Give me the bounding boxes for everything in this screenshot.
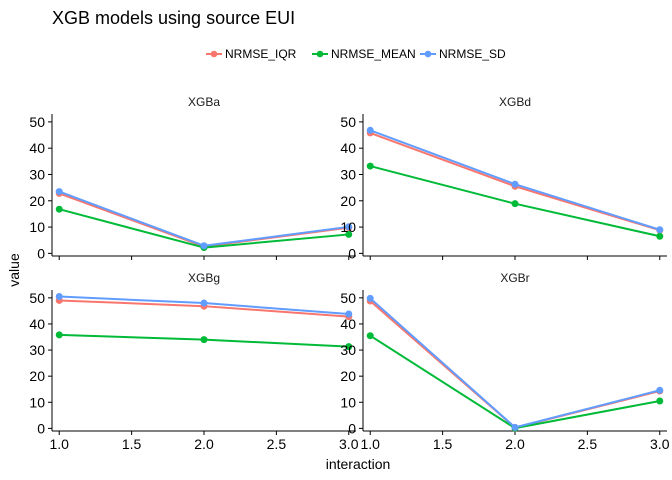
- chart-title: XGB models using source EUI: [52, 8, 295, 28]
- legend-item-nrmse-sd: NRMSE_SD: [420, 47, 506, 61]
- panel-xgbr: XGBr 0 10 20 30 40 50 1.0 1.5 2.0 2.5 3.0: [340, 271, 669, 452]
- y-tick-label: 0: [348, 245, 356, 261]
- x-tick-label: 2.5: [578, 436, 598, 452]
- legend-item-nrmse-mean: NRMSE_MEAN: [312, 47, 416, 61]
- legend-key-point: [210, 50, 218, 58]
- y-tick-label: 0: [348, 420, 356, 436]
- data-point-nrmse-mean: [366, 162, 374, 170]
- data-point-nrmse-sd: [200, 242, 208, 250]
- y-tick-label: 20: [29, 368, 45, 384]
- y-tick-label: 40: [29, 316, 45, 332]
- data-point-nrmse-sd: [55, 293, 63, 301]
- y-tick-label: 0: [37, 420, 45, 436]
- x-tick-label: 3.0: [650, 436, 670, 452]
- series-line-nrmse-mean: [58, 208, 349, 249]
- y-tick-label: 30: [340, 342, 356, 358]
- x-tick-label: 2.5: [267, 436, 287, 452]
- y-tick-label: 40: [340, 140, 356, 156]
- data-point-nrmse-mean: [656, 232, 664, 240]
- legend-label: NRMSE_IQR: [225, 47, 297, 61]
- data-point-nrmse-sd: [366, 126, 374, 134]
- panel-xgbg: XGBg 0 10 20 30 40 50 1.0 1.5 2.0 2.5 3.0: [29, 271, 358, 452]
- panel-xgbd: XGBd 0 10 20 30 40 50: [340, 95, 667, 261]
- y-tick-label: 10: [340, 394, 356, 410]
- y-tick-label: 10: [29, 394, 45, 410]
- data-point-nrmse-sd: [366, 294, 374, 302]
- x-tick-label: 3.0: [339, 436, 359, 452]
- data-point-nrmse-sd: [511, 423, 519, 431]
- y-tick-label: 50: [340, 290, 356, 306]
- data-point-nrmse-mean: [55, 331, 63, 339]
- data-point-nrmse-mean: [656, 397, 664, 405]
- data-point-nrmse-sd: [200, 299, 208, 307]
- y-axis-title: value: [6, 253, 22, 287]
- y-tick-label: 50: [340, 114, 356, 130]
- legend-item-nrmse-iqr: NRMSE_IQR: [206, 47, 297, 61]
- x-axis-title: interaction: [326, 456, 391, 472]
- data-point-nrmse-mean: [55, 205, 63, 213]
- x-tick-label: 2.0: [505, 436, 525, 452]
- panel-strip-label: XGBa: [188, 95, 220, 109]
- x-tick-label: 1.0: [361, 436, 381, 452]
- data-point-nrmse-mean: [200, 336, 208, 344]
- y-tick-label: 50: [29, 114, 45, 130]
- y-tick-label: 40: [340, 316, 356, 332]
- y-tick-label: 50: [29, 290, 45, 306]
- y-tick-label: 0: [37, 245, 45, 261]
- x-tick-label: 2.0: [194, 436, 214, 452]
- series-line-nrmse-mean: [369, 334, 660, 430]
- data-point-nrmse-sd: [656, 226, 664, 234]
- panels: XGBa 0 10 20 30 40 50 XGBd 0 10 20 30 40 50 XGBg 0 10 20 3…: [29, 95, 669, 452]
- panel-strip-label: XGBg: [188, 271, 220, 285]
- y-tick-label: 30: [340, 166, 356, 182]
- y-tick-label: 20: [340, 193, 356, 209]
- series-line-nrmse-sd: [369, 129, 661, 231]
- panel-xgba: XGBa 0 10 20 30 40 50: [29, 95, 356, 261]
- x-tick-label: 1.5: [433, 436, 453, 452]
- data-point-nrmse-mean: [511, 200, 519, 208]
- y-tick-label: 20: [29, 193, 45, 209]
- legend-key-point: [424, 50, 432, 58]
- legend-label: NRMSE_MEAN: [331, 47, 416, 61]
- x-tick-label: 1.5: [122, 436, 142, 452]
- legend-key-point: [316, 50, 324, 58]
- data-point-nrmse-sd: [55, 188, 63, 196]
- y-tick-label: 30: [29, 166, 45, 182]
- y-tick-label: 10: [29, 219, 45, 235]
- data-point-nrmse-sd: [511, 180, 519, 188]
- data-point-nrmse-sd: [345, 310, 353, 318]
- legend: NRMSE_IQR NRMSE_MEAN NRMSE_SD: [206, 47, 506, 61]
- y-tick-label: 10: [340, 219, 356, 235]
- x-tick-label: 1.0: [50, 436, 70, 452]
- y-tick-label: 20: [340, 368, 356, 384]
- data-point-nrmse-mean: [345, 343, 353, 351]
- panel-strip-label: XGBd: [499, 95, 531, 109]
- data-point-nrmse-sd: [656, 386, 664, 394]
- data-point-nrmse-mean: [345, 230, 353, 238]
- panel-strip-label: XGBr: [500, 271, 529, 285]
- y-tick-label: 30: [29, 342, 45, 358]
- legend-label: NRMSE_SD: [439, 47, 506, 61]
- y-tick-label: 40: [29, 140, 45, 156]
- data-point-nrmse-mean: [366, 332, 374, 340]
- data-point-nrmse-sd: [345, 223, 353, 231]
